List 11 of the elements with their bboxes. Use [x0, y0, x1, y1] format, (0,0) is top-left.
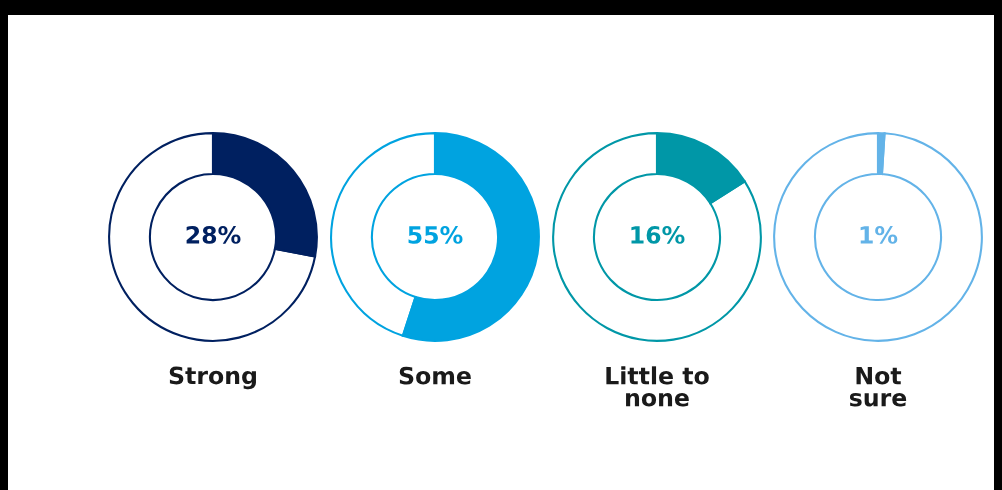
text: 1%: [860, 225, 898, 244]
donut-slice: [552, 132, 762, 342]
text: 16%: [631, 225, 685, 244]
text: Strong: [169, 366, 256, 390]
text: Some: [399, 366, 471, 385]
donut-slice: [773, 132, 983, 342]
text: 55%: [408, 225, 463, 244]
donut-slice: [108, 132, 317, 342]
text: Little to none: [606, 366, 709, 407]
text: Not sure: [849, 367, 907, 407]
text: 28%: [186, 225, 241, 244]
